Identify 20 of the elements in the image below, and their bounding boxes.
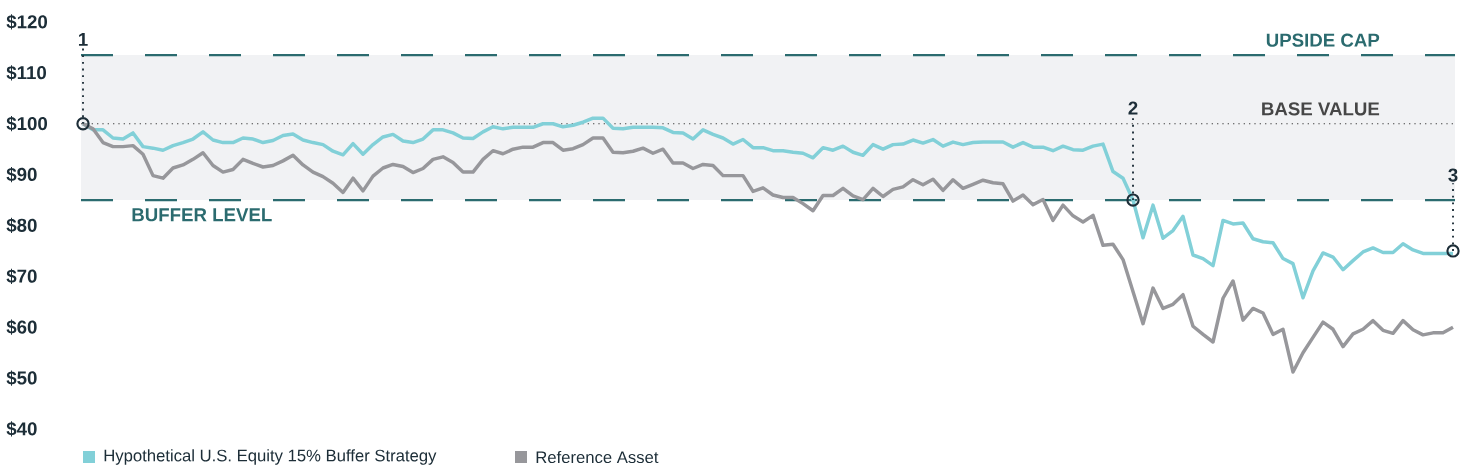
annotation: 2	[1128, 101, 1138, 115]
y-tick-label: $40	[6, 421, 37, 437]
y-tick-label: $80	[6, 217, 37, 234]
y-tick-label: $90	[6, 166, 37, 183]
point	[76, 117, 90, 131]
y-tick-label: $50	[6, 370, 37, 386]
y-tick-label: $100	[6, 116, 48, 132]
annotation: 3	[1448, 168, 1458, 182]
ref-line-label: BASE VALUE	[1262, 102, 1380, 116]
y-tick-label: $120	[6, 14, 48, 30]
legend-label: Reference Asset	[536, 450, 659, 464]
point	[1126, 193, 1140, 207]
y-tick-label: $60	[6, 319, 37, 335]
y-tick-label: $110	[6, 65, 46, 81]
y-tick-label: $70	[6, 268, 37, 284]
point	[1446, 244, 1460, 258]
ref-line-label: UPSIDE CAP	[1266, 33, 1380, 47]
ref-line-label: BUFFER LEVEL	[132, 208, 272, 222]
annotation: 1	[78, 32, 88, 46]
legend-label: Hypothetical U.S. Equity 15% Buffer Strategy	[104, 449, 437, 465]
